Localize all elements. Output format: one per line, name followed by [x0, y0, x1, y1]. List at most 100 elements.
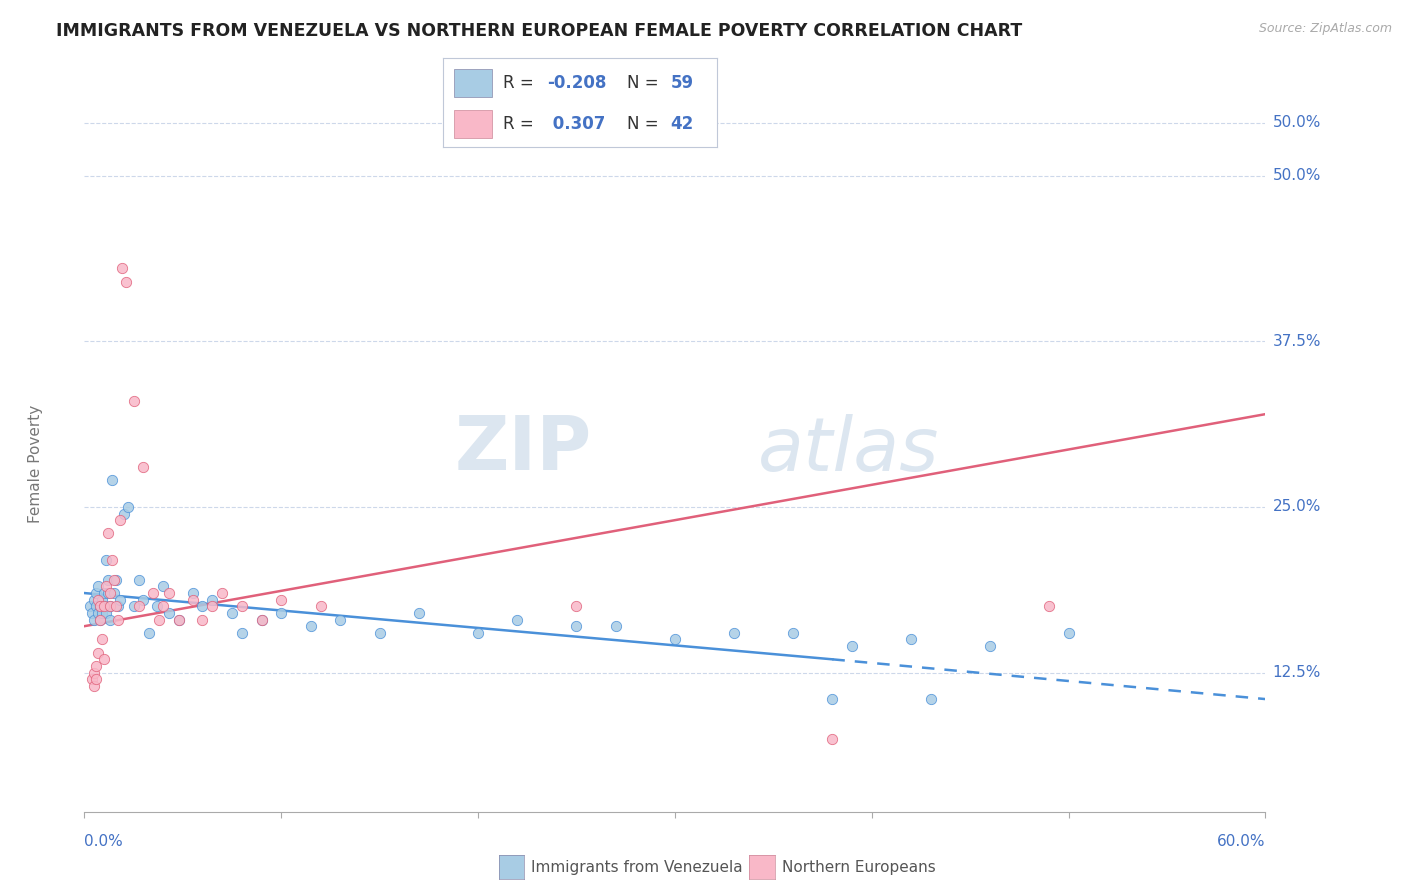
- Point: [93, 599, 115, 614]
- Text: Immigrants from Venezuela: Immigrants from Venezuela: [531, 860, 744, 874]
- Point: [87, 592, 110, 607]
- Point: [138, 625, 160, 640]
- Point: [89, 613, 111, 627]
- Point: [83, 665, 105, 680]
- Point: [270, 592, 292, 607]
- Point: [181, 592, 204, 607]
- Point: [167, 613, 190, 627]
- Text: Source: ZipAtlas.com: Source: ZipAtlas.com: [1258, 22, 1392, 36]
- Text: 59: 59: [671, 74, 693, 92]
- Point: [128, 599, 150, 614]
- Point: [117, 500, 139, 514]
- Point: [231, 599, 253, 614]
- Text: 37.5%: 37.5%: [1272, 334, 1320, 349]
- Text: IMMIGRANTS FROM VENEZUELA VS NORTHERN EUROPEAN FEMALE POVERTY CORRELATION CHART: IMMIGRANTS FROM VENEZUELA VS NORTHERN EU…: [56, 22, 1022, 40]
- Point: [112, 507, 135, 521]
- Point: [408, 606, 430, 620]
- Point: [114, 275, 136, 289]
- Point: [97, 573, 120, 587]
- Point: [1038, 599, 1060, 614]
- Point: [191, 599, 214, 614]
- Point: [132, 592, 155, 607]
- Point: [565, 619, 588, 633]
- Point: [93, 586, 115, 600]
- Point: [122, 393, 145, 408]
- Text: ZIP: ZIP: [456, 413, 592, 486]
- Point: [104, 599, 127, 614]
- Point: [167, 613, 190, 627]
- Text: N =: N =: [627, 115, 664, 133]
- Point: [157, 606, 180, 620]
- Text: 42: 42: [671, 115, 693, 133]
- Point: [83, 613, 105, 627]
- Point: [101, 553, 124, 567]
- Point: [108, 513, 131, 527]
- Point: [157, 586, 180, 600]
- Point: [181, 586, 204, 600]
- Text: atlas: atlas: [758, 414, 939, 486]
- Point: [91, 632, 114, 647]
- Point: [782, 625, 804, 640]
- Point: [920, 692, 942, 706]
- Point: [148, 613, 170, 627]
- Text: 50.0%: 50.0%: [1272, 115, 1320, 130]
- Point: [93, 652, 115, 666]
- Point: [82, 672, 104, 686]
- Point: [467, 625, 489, 640]
- Point: [98, 586, 121, 600]
- Point: [132, 460, 155, 475]
- Point: [84, 599, 107, 614]
- Point: [84, 672, 107, 686]
- Point: [111, 261, 134, 276]
- Point: [309, 599, 332, 614]
- Point: [565, 599, 588, 614]
- Point: [900, 632, 922, 647]
- Point: [98, 613, 121, 627]
- Point: [201, 599, 224, 614]
- Text: 60.0%: 60.0%: [1218, 834, 1265, 849]
- Point: [87, 646, 110, 660]
- Point: [841, 639, 863, 653]
- Point: [1057, 625, 1080, 640]
- Point: [108, 592, 131, 607]
- Text: 50.0%: 50.0%: [1272, 168, 1320, 183]
- Point: [107, 613, 129, 627]
- Point: [142, 586, 165, 600]
- Point: [821, 692, 844, 706]
- Point: [152, 599, 174, 614]
- Point: [329, 613, 352, 627]
- Point: [91, 592, 114, 607]
- Point: [103, 573, 125, 587]
- Point: [107, 599, 129, 614]
- Point: [93, 599, 115, 614]
- Point: [821, 731, 844, 746]
- Text: -0.208: -0.208: [547, 74, 606, 92]
- Point: [94, 606, 117, 620]
- Point: [250, 613, 273, 627]
- Point: [723, 625, 745, 640]
- Point: [231, 625, 253, 640]
- Point: [128, 573, 150, 587]
- Point: [368, 625, 391, 640]
- Point: [250, 613, 273, 627]
- Point: [98, 599, 121, 614]
- Point: [84, 659, 107, 673]
- Point: [84, 586, 107, 600]
- Point: [87, 579, 110, 593]
- FancyBboxPatch shape: [454, 110, 492, 138]
- Text: 25.0%: 25.0%: [1272, 500, 1320, 515]
- Point: [94, 579, 117, 593]
- Point: [211, 586, 233, 600]
- Point: [191, 613, 214, 627]
- FancyBboxPatch shape: [454, 69, 492, 97]
- Point: [979, 639, 1001, 653]
- Point: [89, 599, 111, 614]
- Point: [270, 606, 292, 620]
- Point: [152, 579, 174, 593]
- Point: [94, 553, 117, 567]
- Point: [103, 586, 125, 600]
- Text: R =: R =: [503, 115, 540, 133]
- Point: [221, 606, 243, 620]
- Point: [664, 632, 686, 647]
- Point: [83, 592, 105, 607]
